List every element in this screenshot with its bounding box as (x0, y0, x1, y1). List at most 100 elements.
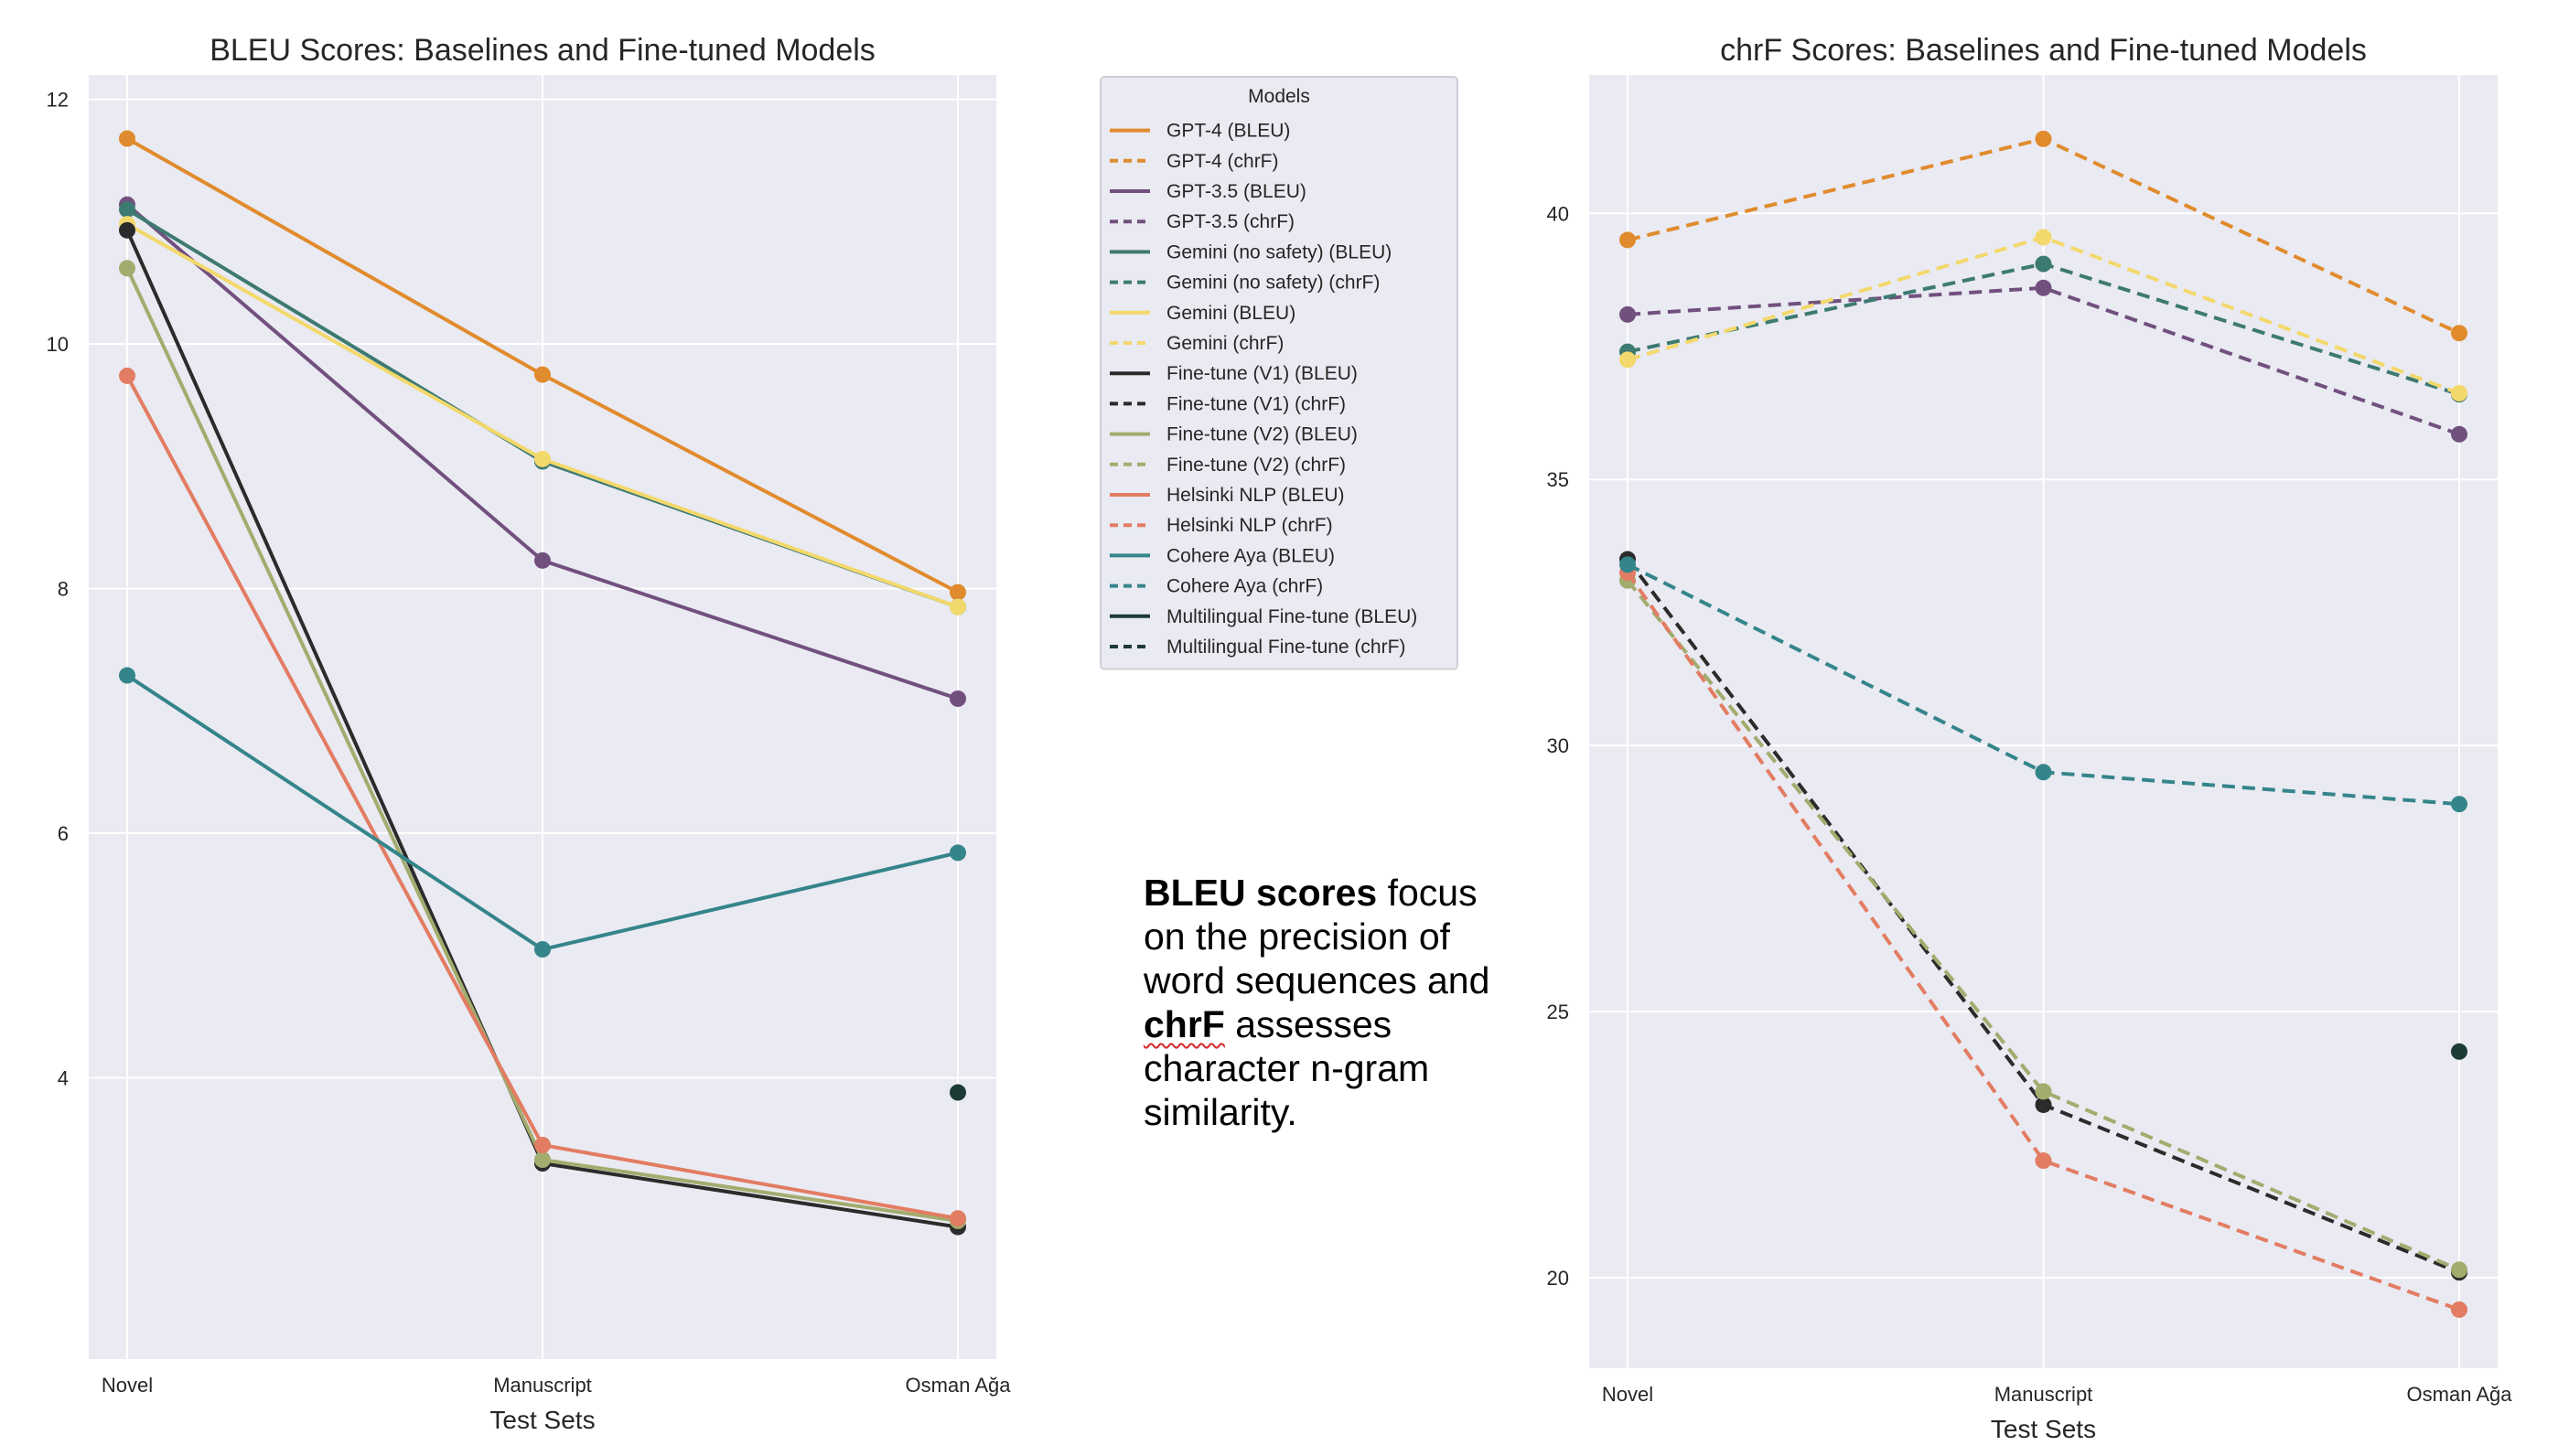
legend-label: Fine-tune (V2) (BLEU) (1166, 424, 1358, 445)
data-point-gpt-4-chrf-novel (1619, 231, 1636, 249)
data-point-multilingual-fine-tune-bleu-osman-a-a (950, 1084, 966, 1101)
data-point-fine-tune-v2-bleu-manuscript (534, 1151, 551, 1169)
series-line-gpt-3-5-chrf (1627, 285, 2460, 436)
x-tick-label-novel: Novel (102, 1374, 153, 1397)
data-point-gpt-4-bleu-manuscript (534, 366, 551, 383)
series-cohere-aya-chrf (1619, 556, 2467, 813)
x-tick-label-manuscript: Manuscript (1994, 1383, 2093, 1406)
legend-label: GPT-3.5 (BLEU) (1166, 181, 1306, 202)
legend-entry-gemini-bleu: Gemini (BLEU) (1110, 303, 1295, 324)
legend-entry-helsinki-nlp-chrf: Helsinki NLP (chrF) (1110, 515, 1333, 536)
series-gpt-4-bleu (119, 130, 966, 601)
legend-entry-multilingual-fine-tune-bleu: Multilingual Fine-tune (BLEU) (1110, 606, 1417, 627)
legend-label: Fine-tune (V2) (chrF) (1166, 455, 1346, 476)
legend-entry-cohere-aya-bleu: Cohere Aya (BLEU) (1110, 545, 1335, 566)
legend-title: Models (1248, 86, 1310, 107)
legend-label: GPT-4 (chrF) (1166, 151, 1279, 172)
data-point-cohere-aya-bleu-manuscript (534, 941, 551, 958)
legend-label: Gemini (no safety) (BLEU) (1166, 241, 1392, 262)
legend-entry-gemini-chrf: Gemini (chrF) (1110, 333, 1284, 354)
legend-label: Fine-tune (V1) (BLEU) (1166, 363, 1358, 384)
legend-label: GPT-3.5 (chrF) (1166, 211, 1295, 232)
data-point-gpt-3-5-bleu-osman-a-a (950, 690, 966, 707)
y-tick-label: 25 (1547, 1001, 1569, 1023)
data-point-gemini-bleu-manuscript (534, 450, 551, 467)
x-tick-label-manuscript: Manuscript (493, 1374, 592, 1397)
data-point-cohere-aya-bleu-novel (119, 667, 135, 684)
data-point-gpt-4-chrf-manuscript (2035, 130, 2052, 147)
data-point-gpt-4-chrf-osman-a-a (2451, 325, 2467, 342)
legend-label: Fine-tune (V1) (chrF) (1166, 393, 1346, 414)
x-tick-label-osman-a-a: Osman Ağa (2407, 1383, 2513, 1406)
data-point-helsinki-nlp-chrf-osman-a-a (2451, 1301, 2467, 1318)
series-helsinki-nlp-bleu (119, 367, 966, 1227)
y-tick-label: 12 (47, 89, 69, 112)
legend-label: Helsinki NLP (chrF) (1166, 515, 1333, 536)
data-point-gpt-4-bleu-osman-a-a (950, 583, 966, 601)
chart-title: BLEU Scores: Baselines and Fine-tuned Mo… (210, 33, 876, 68)
series-gemini-chrf (1619, 229, 2467, 401)
data-point-gpt-3-5-chrf-osman-a-a (2451, 425, 2467, 443)
legend-box (1100, 76, 1458, 670)
legend-entry-fine-tune-v2-chrf: Fine-tune (V2) (chrF) (1110, 455, 1346, 476)
legend-label: Multilingual Fine-tune (BLEU) (1166, 606, 1417, 627)
data-point-cohere-aya-chrf-novel (1619, 556, 1636, 573)
series-line-helsinki-nlp-chrf (1626, 571, 2460, 1311)
series-cohere-aya-bleu (119, 667, 966, 958)
legend-entry-gemini-no-safety-bleu: Gemini (no safety) (BLEU) (1110, 241, 1392, 262)
y-tick-label: 30 (1547, 734, 1569, 757)
data-point-cohere-aya-chrf-osman-a-a (2451, 796, 2467, 813)
legend-label: Helsinki NLP (BLEU) (1166, 485, 1345, 506)
data-point-gpt-3-5-bleu-manuscript (534, 551, 551, 569)
chart-title: chrF Scores: Baselines and Fine-tuned Mo… (1720, 33, 2367, 68)
x-axis-label: Test Sets (489, 1406, 595, 1434)
legend-entry-gpt-3-5-bleu: GPT-3.5 (BLEU) (1110, 181, 1306, 202)
legend-entry-gpt-4-chrf: GPT-4 (chrF) (1110, 151, 1279, 172)
bleu-description: focus on the precision of word sequences… (1144, 872, 1490, 1001)
series-gpt-3-5-chrf (1619, 279, 2467, 443)
legend-label: Gemini (BLEU) (1166, 303, 1295, 324)
data-point-fine-tune-v1-bleu-novel (119, 221, 135, 239)
data-point-cohere-aya-bleu-osman-a-a (950, 844, 966, 862)
data-point-gpt-3-5-chrf-manuscript (2035, 279, 2052, 296)
x-axis-label: Test Sets (1991, 1415, 2096, 1443)
legend-label: Cohere Aya (chrF) (1166, 576, 1323, 597)
data-point-fine-tune-v2-bleu-novel (119, 260, 135, 277)
data-point-helsinki-nlp-bleu-osman-a-a (950, 1210, 966, 1227)
data-point-gemini-no-safety-bleu-novel (119, 201, 135, 219)
y-tick-label: 10 (47, 333, 69, 356)
legend-entry-fine-tune-v2-bleu: Fine-tune (V2) (BLEU) (1110, 424, 1358, 445)
chrf-chart: chrF Scores: Baselines and Fine-tuned Mo… (1547, 33, 2513, 1443)
bleu-chart: BLEU Scores: Baselines and Fine-tuned Mo… (47, 33, 1012, 1434)
legend-entry-gpt-4-bleu: GPT-4 (BLEU) (1110, 121, 1290, 142)
y-tick-label: 6 (58, 822, 69, 845)
data-point-helsinki-nlp-bleu-manuscript (534, 1137, 551, 1153)
legend-entry-fine-tune-v1-bleu: Fine-tune (V1) (BLEU) (1110, 363, 1358, 384)
legend-entry-cohere-aya-chrf: Cohere Aya (chrF) (1110, 576, 1323, 597)
x-tick-label-novel: Novel (1602, 1383, 1653, 1406)
data-point-cohere-aya-chrf-manuscript (2035, 764, 2052, 781)
y-tick-label: 4 (58, 1066, 69, 1089)
legend-label: Cohere Aya (BLEU) (1166, 545, 1335, 566)
data-point-multilingual-fine-tune-chrf-osman-a-a (2451, 1043, 2467, 1060)
chrf-term: chrF (1144, 1003, 1225, 1045)
legend-entry-gemini-no-safety-chrf: Gemini (no safety) (chrF) (1110, 273, 1380, 294)
bleu-term: BLEU scores (1144, 872, 1378, 914)
y-tick-label: 35 (1547, 468, 1569, 491)
data-point-gpt-4-bleu-novel (119, 130, 135, 147)
data-point-fine-tune-v2-chrf-manuscript (2035, 1083, 2052, 1100)
legend-label: Multilingual Fine-tune (chrF) (1166, 637, 1405, 658)
data-point-helsinki-nlp-chrf-manuscript (2035, 1152, 2052, 1170)
x-tick-label-osman-a-a: Osman Ağa (906, 1374, 1012, 1397)
legend-label: GPT-4 (BLEU) (1166, 121, 1290, 142)
y-tick-label: 8 (58, 578, 69, 601)
data-point-gemini-bleu-osman-a-a (950, 598, 966, 616)
chrf-description: assesses character n-gram similarity. (1144, 1003, 1430, 1133)
data-point-gemini-chrf-osman-a-a (2451, 384, 2467, 401)
legend-entry-helsinki-nlp-bleu: Helsinki NLP (BLEU) (1110, 485, 1345, 506)
explanation-note: BLEU scores focus on the precision of wo… (1144, 871, 1491, 1134)
legend-entry-gpt-3-5-chrf: GPT-3.5 (chrF) (1110, 211, 1295, 232)
legend-label: Gemini (no safety) (chrF) (1166, 273, 1380, 294)
series-multilingual-fine-tune-bleu (950, 1084, 966, 1101)
